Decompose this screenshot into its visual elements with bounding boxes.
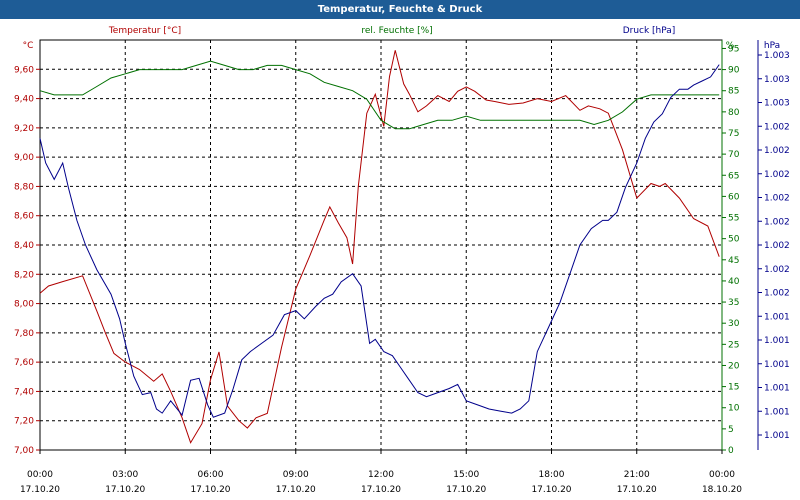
x-tick-time-label: 21:00 xyxy=(624,470,650,480)
pressure-tick-label: 1.002 xyxy=(764,194,790,204)
pressure-tick-label: 1.002 xyxy=(764,241,790,251)
humidity-tick-label: 5 xyxy=(728,425,734,435)
pressure-tick-label: 1.001 xyxy=(764,431,790,441)
humidity-tick-label: 20 xyxy=(728,361,740,371)
humidity-tick-label: 50 xyxy=(728,235,740,245)
x-tick-time-label: 00:00 xyxy=(27,470,53,480)
temperature-tick-label: 7,20 xyxy=(14,417,34,427)
temperature-tick-label: 8,60 xyxy=(14,212,34,222)
temperature-tick-label: 7,80 xyxy=(14,329,34,339)
axis-labels: 7,00 7,20 7,40 7,60 7,80 8,00 8,20 8,40 8,60 8,80… xyxy=(14,26,790,495)
temperature-tick-label: 7,40 xyxy=(14,387,34,397)
x-tick-date-label: 17.10.20 xyxy=(617,485,657,495)
pressure-tick-label: 1.003 xyxy=(764,99,790,109)
temperature-tick-label: 8,40 xyxy=(14,241,34,251)
axes xyxy=(36,40,762,454)
pressure-tick-label: 1.001 xyxy=(764,384,790,394)
humidity-tick-label: 10 xyxy=(728,404,740,414)
chart-area: 7,00 7,20 7,40 7,60 7,80 8,00 8,20 8,40 8,60 8,80… xyxy=(14,26,790,495)
humidity-tick-label: 75 xyxy=(728,129,739,139)
x-tick-date-label: 18.10.20 xyxy=(702,485,742,495)
series-line-humidity xyxy=(39,60,720,130)
temperature-tick-label: 8,20 xyxy=(14,270,34,280)
x-tick-date-label: 17.10.20 xyxy=(105,485,145,495)
x-tick-time-label: 18:00 xyxy=(539,470,565,480)
x-tick-date-label: 17.10.20 xyxy=(531,485,571,495)
x-tick-date-label: 17.10.20 xyxy=(20,485,60,495)
humidity-tick-label: 85 xyxy=(728,87,739,97)
series-line-pressure xyxy=(39,64,720,418)
humidity-tick-label: 70 xyxy=(728,150,740,160)
humidity-tick-label: 90 xyxy=(728,66,740,76)
x-tick-date-label: 17.10.20 xyxy=(361,485,401,495)
series-line-temperature xyxy=(39,50,720,444)
humidity-unit-label: % xyxy=(726,41,735,51)
pressure-tick-label: 1.001 xyxy=(764,360,790,370)
humidity-tick-label: 15 xyxy=(728,383,739,393)
x-tick-time-label: 09:00 xyxy=(283,470,309,480)
humidity-tick-label: 30 xyxy=(728,319,740,329)
series-lines xyxy=(39,50,720,444)
x-tick-date-label: 17.10.20 xyxy=(276,485,316,495)
pressure-tick-label: 1.002 xyxy=(764,265,790,275)
x-tick-time-label: 06:00 xyxy=(198,470,224,480)
humidity-tick-label: 55 xyxy=(728,214,739,224)
x-tick-date-label: 17.10.20 xyxy=(190,485,230,495)
grid xyxy=(39,39,723,451)
pressure-tick-label: 1.002 xyxy=(764,122,790,132)
humidity-tick-label: 95 xyxy=(728,44,739,54)
x-tick-time-label: 00:00 xyxy=(709,470,735,480)
humidity-tick-label: 35 xyxy=(728,298,739,308)
x-tick-time-label: 12:00 xyxy=(368,470,394,480)
temperature-tick-label: 9,40 xyxy=(14,95,34,105)
humidity-tick-label: 0 xyxy=(728,446,734,456)
pressure-tick-label: 1.001 xyxy=(764,336,790,346)
pressure-tick-label: 1.003 xyxy=(764,75,790,85)
temperature-tick-label: 8,80 xyxy=(14,182,34,192)
temperature-tick-label: 8,00 xyxy=(14,300,34,310)
pressure-tick-label: 1.002 xyxy=(764,289,790,299)
pressure-tick-label: 1.001 xyxy=(764,312,790,322)
pressure-unit-label: hPa xyxy=(764,41,780,51)
temperature-unit-label: °C xyxy=(23,41,34,51)
pressure-tick-label: 1.002 xyxy=(764,146,790,156)
series-label: rel. Feuchte [%] xyxy=(361,26,432,36)
temperature-tick-label: 9,20 xyxy=(14,124,34,134)
pressure-tick-label: 1.002 xyxy=(764,170,790,180)
temperature-tick-label: 9,00 xyxy=(14,153,34,163)
pressure-tick-label: 1.002 xyxy=(764,217,790,227)
x-tick-time-label: 15:00 xyxy=(453,470,479,480)
pressure-tick-label: 1.001 xyxy=(764,407,790,417)
humidity-tick-label: 80 xyxy=(728,108,740,118)
humidity-tick-label: 60 xyxy=(728,192,740,202)
temperature-tick-label: 7,00 xyxy=(14,446,34,456)
series-label: Temperatur [°C] xyxy=(108,26,181,36)
humidity-tick-label: 65 xyxy=(728,171,739,181)
x-tick-date-label: 17.10.20 xyxy=(446,485,486,495)
chart-title: Temperatur, Feuchte & Druck xyxy=(0,0,800,19)
humidity-tick-label: 45 xyxy=(728,256,739,266)
pressure-tick-label: 1.003 xyxy=(764,51,790,61)
series-label: Druck [hPa] xyxy=(623,26,676,36)
humidity-tick-label: 40 xyxy=(728,277,740,287)
humidity-tick-label: 25 xyxy=(728,340,739,350)
x-tick-time-label: 03:00 xyxy=(112,470,138,480)
temperature-tick-label: 7,60 xyxy=(14,358,34,368)
temperature-tick-label: 9,60 xyxy=(14,65,34,75)
